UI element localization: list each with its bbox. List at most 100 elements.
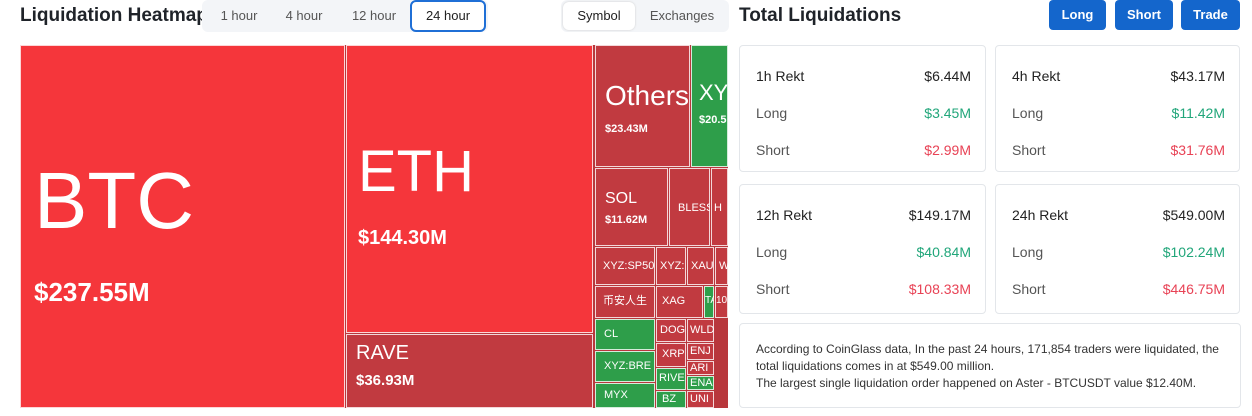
row-label: Long xyxy=(756,244,788,260)
row-value: $102.24M xyxy=(1162,244,1225,260)
heatmap-tile[interactable]: ETH $144.30M xyxy=(346,45,593,333)
heatmap-tile[interactable]: XYZ:BRE xyxy=(595,351,655,382)
heatmap-tile[interactable]: ARI xyxy=(687,361,714,375)
heatmap-tile[interactable]: XRP xyxy=(656,343,686,367)
heatmap-tile[interactable]: ENJ xyxy=(687,343,714,360)
view-tab[interactable]: Symbol xyxy=(563,2,635,30)
heatmap-tile[interactable]: MYX xyxy=(595,383,655,408)
heatmap-tile[interactable]: 10 xyxy=(715,286,728,318)
heatmap: BTC $237.55M ETH $144.30M RAVE $36.93M Others $… xyxy=(20,45,728,408)
row-value: $6.44M xyxy=(924,68,971,84)
rekt-card: 12h Rekt $149.17M Long $40.84M Short $108.33M xyxy=(739,184,986,314)
tile-label: WLD xyxy=(690,324,714,336)
heatmap-tile[interactable]: XAG xyxy=(656,286,703,318)
tile-label: XAU xyxy=(691,260,714,272)
view-tab[interactable]: Exchanges xyxy=(649,8,715,23)
row-label: Short xyxy=(756,281,790,297)
row-label: Long xyxy=(1012,105,1044,121)
tile-label: ARI xyxy=(690,362,709,374)
row-label: Short xyxy=(1012,281,1046,297)
tile-label: XAG xyxy=(662,295,686,307)
tile-label: ENJ xyxy=(690,345,711,357)
tile-label: W xyxy=(719,260,728,272)
row-label: 4h Rekt xyxy=(1012,68,1061,84)
heatmap-tile[interactable]: UNI xyxy=(687,391,714,408)
heatmap-tile[interactable]: RIVE xyxy=(656,368,686,390)
rekt-card: 24h Rekt $549.00M Long $102.24M Short $446.75… xyxy=(995,184,1240,314)
tile-label: BLESS xyxy=(678,202,710,214)
tile-value: $144.30M xyxy=(358,226,447,249)
time-tab[interactable]: 4 hour xyxy=(285,8,323,23)
view-tabs: Symbol Exchanges xyxy=(561,0,729,32)
heatmap-tile[interactable]: TA xyxy=(704,286,714,318)
tile-value: $237.55M xyxy=(34,277,150,307)
heatmap-tile[interactable]: 币安人生 xyxy=(595,286,655,318)
tile-label: DOGE xyxy=(660,324,686,336)
action-button[interactable]: Trade xyxy=(1181,0,1240,30)
time-tab[interactable]: 1 hour xyxy=(220,8,258,23)
tile-value: $11.62M xyxy=(605,213,648,226)
heatmap-tile[interactable]: XYZ: xyxy=(656,247,686,285)
rekt-card: 1h Rekt $6.44M Long $3.45M Short $2.99M xyxy=(739,45,986,172)
heatmap-title: Liquidation Heatmap xyxy=(20,5,208,26)
time-tab[interactable]: 12 hour xyxy=(351,8,397,23)
action-button[interactable]: Long xyxy=(1049,0,1106,30)
tile-value: $36.93M xyxy=(356,372,415,389)
row-value: $549.00M xyxy=(1162,207,1225,223)
heatmap-tile[interactable]: WLD xyxy=(687,319,714,342)
action-button[interactable]: Short xyxy=(1115,0,1173,30)
row-label: Long xyxy=(756,105,788,121)
heatmap-tile[interactable]: RAVE $36.93M xyxy=(346,334,593,408)
heatmap-tile[interactable]: H xyxy=(711,168,728,246)
tile-label: RIVE xyxy=(659,372,685,384)
tile-label: ENA xyxy=(690,377,713,389)
heatmap-tile[interactable]: DOGE xyxy=(656,319,686,342)
time-tabs: 1 hour 4 hour 12 hour 24 hour xyxy=(202,0,488,32)
time-tab[interactable]: 24 hour xyxy=(410,0,486,32)
row-label: 1h Rekt xyxy=(756,68,805,84)
heatmap-tile[interactable]: W xyxy=(715,247,728,285)
row-value: $40.84M xyxy=(916,244,971,260)
heatmap-tile[interactable]: BZ xyxy=(656,391,686,408)
heatmap-tile[interactable]: XAU xyxy=(687,247,714,285)
tile-label: 10 xyxy=(716,295,728,306)
heatmap-tile[interactable]: BLESS xyxy=(669,168,710,246)
row-value: $31.76M xyxy=(1170,142,1225,158)
tile-label: XYZ:SP50 xyxy=(603,260,655,272)
summary-note: According to CoinGlass data, In the past… xyxy=(739,323,1241,408)
tile-label: XYZ xyxy=(699,80,728,105)
row-label: Short xyxy=(756,142,790,158)
heatmap-tile[interactable]: CL xyxy=(595,319,655,350)
tile-label: BZ xyxy=(662,393,677,405)
heatmap-tile[interactable]: XYZ:SP50 xyxy=(595,247,655,285)
row-label: 24h Rekt xyxy=(1012,207,1069,223)
tile-value: $20.5 xyxy=(699,114,727,127)
tile-label: SOL xyxy=(605,190,638,207)
tile-label: CL xyxy=(604,328,619,340)
summary-title: Total Liquidations xyxy=(739,5,902,26)
row-label: Short xyxy=(1012,142,1046,158)
tile-label: H xyxy=(714,202,722,214)
tile-label: XYZ: xyxy=(660,260,685,272)
heatmap-tile[interactable]: Others $23.43M xyxy=(595,45,690,167)
tile-label: BTC xyxy=(34,156,194,245)
row-value: $11.42M xyxy=(1171,105,1225,121)
heatmap-tile[interactable]: BTC $237.55M xyxy=(20,45,345,408)
heatmap-tile[interactable]: XYZ $20.5 xyxy=(691,45,728,167)
heatmap-tile[interactable]: SOL $11.62M xyxy=(595,168,668,246)
tile-label: XRP xyxy=(662,348,685,360)
tile-label: RAVE xyxy=(356,342,409,364)
row-value: $2.99M xyxy=(924,142,971,158)
row-value: $43.17M xyxy=(1170,68,1225,84)
note-line: The largest single liquidation order hap… xyxy=(756,376,1197,390)
tile-label: XYZ:BRE xyxy=(604,360,652,372)
row-value: $446.75M xyxy=(1162,281,1225,297)
note-line: According to CoinGlass data, In the past… xyxy=(756,342,1219,373)
tile-value: $23.43M xyxy=(605,122,648,135)
rekt-card: 4h Rekt $43.17M Long $11.42M Short $31.76M xyxy=(995,45,1240,172)
tile-label: ETH xyxy=(358,139,474,204)
tile-label: UNI xyxy=(690,393,709,405)
tile-label: TA xyxy=(705,295,714,306)
heatmap-tile[interactable]: ENA xyxy=(687,376,714,390)
